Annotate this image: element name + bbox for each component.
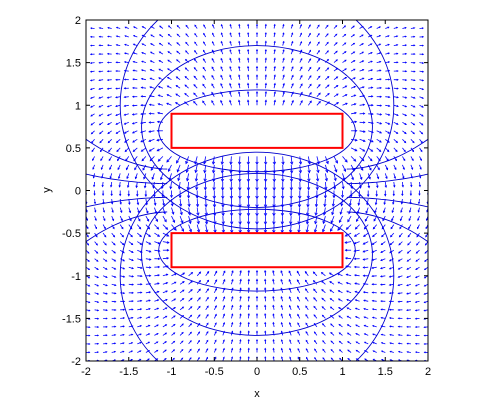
x-tick-label: 1.5 [378,366,393,378]
field-arrow [428,54,432,55]
y-tick-label: 0 [75,186,81,198]
x-tick-label: -1.5 [119,366,138,378]
field-arrow [428,36,432,37]
field-arrow [83,105,87,107]
field-arrow [256,16,257,20]
x-tick-label: 0.5 [292,366,307,378]
field-arrow [428,19,432,20]
y-axis-label: y [41,187,53,193]
field-arrow [83,114,86,116]
field-arrow [428,105,432,107]
field-arrow [230,16,231,20]
x-tick-label: -2 [81,366,91,378]
field-arrow [82,45,86,46]
field-arrow [308,17,310,21]
field-arrow [428,62,432,63]
y-tick-label: 2 [75,15,81,27]
field-arrow [428,97,432,99]
y-tick-label: 1.5 [66,58,81,70]
field-arrow [428,88,432,90]
field-arrow [82,19,86,20]
y-tick-label: -1.5 [62,313,81,325]
x-tick-label: -1 [167,366,177,378]
y-tick-label: -2 [71,356,81,368]
field-arrow [428,45,432,46]
y-tick-label: 1 [75,100,81,112]
field-arrow [428,28,432,29]
x-tick-label: -0.5 [205,366,224,378]
field-arrow [291,16,293,20]
x-tick-label: 0 [254,366,260,378]
x-axis-label: x [254,388,260,400]
field-arrow [239,16,240,20]
field-arrow [248,16,249,20]
field-arrow [428,114,431,116]
field-arrow [82,54,86,55]
field-arrow [82,36,86,37]
y-tick-label: -1 [71,271,81,283]
field-arrow [82,88,86,90]
top-plate [172,114,343,148]
field-arrow [82,62,86,63]
field-arrow [428,71,432,72]
field-arrow [213,16,215,20]
field-arrow [300,16,302,20]
field-arrow [274,16,275,20]
field-arrow [204,17,206,21]
field-arrow [221,16,223,20]
field-arrow [82,28,86,29]
field-arrow [82,80,86,81]
field-arrow [82,97,86,99]
field-arrow [428,80,432,81]
field-arrow [265,16,266,20]
y-tick-label: -0.5 [62,228,81,240]
y-tick-label: 0.5 [66,143,81,155]
field-arrow [82,71,86,72]
x-tick-label: 1 [339,366,345,378]
x-tick-label: 2 [425,366,431,378]
bottom-plate [172,233,343,267]
field-arrow [283,16,284,20]
